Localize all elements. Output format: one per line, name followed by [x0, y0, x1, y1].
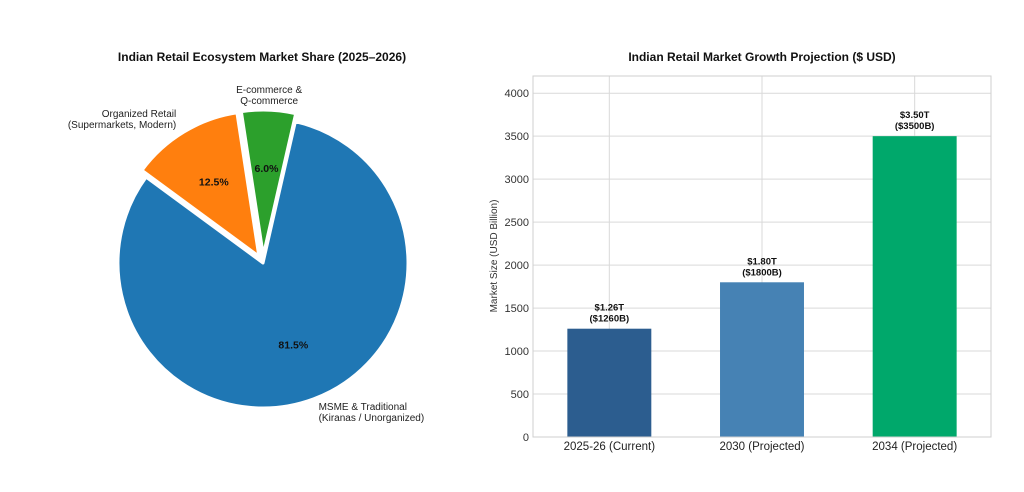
bar-y-tick-label: 2000 — [505, 260, 529, 272]
bar-chart-panel: Indian Retail Market Growth Projection (… — [489, 50, 992, 453]
pie-category-label-line: E-commerce & — [236, 85, 302, 96]
bar-y-axis-label: Market Size (USD Billion) — [489, 200, 500, 313]
pie-slices — [116, 108, 410, 410]
bar-2 — [872, 136, 957, 437]
bar-series: $1.26T ($1260B) $1.80T ($1800B) $3.50T ($3500… — [567, 110, 957, 437]
bar-value-label-line: $1.26T — [595, 303, 625, 314]
pie-labels: 81.5% MSME & Traditional (Kiranas / Unorga… — [68, 85, 424, 424]
pie-pct-label-2: 12.5% — [199, 177, 229, 189]
bar-value-label-line: ($1800B) — [742, 267, 782, 278]
bar-value-label-line: ($3500B) — [895, 121, 935, 132]
bar-y-tick-label: 3000 — [505, 174, 529, 186]
bar-value-label-2: $3.50T ($3500B) — [895, 110, 935, 132]
pie-category-label-line: Q-commerce — [240, 96, 298, 107]
pie-pct-label-0: 81.5% — [278, 340, 308, 352]
bar-x-tick-label: 2030 (Projected) — [719, 441, 804, 453]
bar-1 — [720, 282, 804, 437]
bar-y-tick-label: 4000 — [505, 88, 529, 100]
bar-y-tick-label: 0 — [523, 432, 529, 444]
bar-value-label-line: $1.80T — [747, 256, 777, 267]
bar-0 — [567, 328, 652, 437]
pie-category-label-2: Organized Retail (Supermarkets, Modern) — [68, 109, 176, 131]
pie-category-label-0: MSME & Traditional (Kiranas / Unorganized… — [319, 402, 425, 424]
pie-category-label-line: MSME & Traditional — [319, 402, 407, 413]
pie-pct-label-1: 6.0% — [255, 163, 280, 175]
pie-slice-0 — [116, 120, 410, 410]
bar-value-label-line: ($1260B) — [590, 314, 630, 325]
bar-y-tick-label: 1500 — [505, 303, 529, 315]
pie-category-label-line: Organized Retail — [102, 109, 176, 120]
bar-y-tick-label: 3500 — [505, 131, 529, 143]
pie-slice-1 — [239, 108, 298, 257]
pie-category-label-1: E-commerce & Q-commerce — [236, 85, 302, 107]
bar-value-label-0: $1.26T ($1260B) — [590, 303, 630, 325]
bar-chart-title: Indian Retail Market Growth Projection (… — [628, 50, 895, 64]
bar-y-tick-label: 500 — [511, 389, 529, 401]
pie-chart-title: Indian Retail Ecosystem Market Share (20… — [118, 50, 406, 64]
bar-x-tick-label: 2025-26 (Current) — [564, 441, 656, 453]
bar-value-label-1: $1.80T ($1800B) — [742, 256, 782, 278]
bar-plot-frame — [532, 75, 992, 438]
bar-x-tick-label: 2034 (Projected) — [872, 441, 957, 453]
bar-axes: 0 500 1000 1500 2000 2500 3000 3500 4000 2025-26 … — [505, 75, 992, 453]
bar-value-label-line: $3.50T — [900, 110, 930, 121]
pie-category-label-line: (Supermarkets, Modern) — [68, 120, 176, 131]
pie-chart-panel: Indian Retail Ecosystem Market Share (20… — [68, 50, 424, 424]
bar-y-tick-label: 1000 — [505, 346, 529, 358]
bar-y-tick-label: 2500 — [505, 217, 529, 229]
pie-slice-2 — [140, 111, 261, 258]
pie-category-label-line: (Kiranas / Unorganized) — [319, 413, 425, 424]
